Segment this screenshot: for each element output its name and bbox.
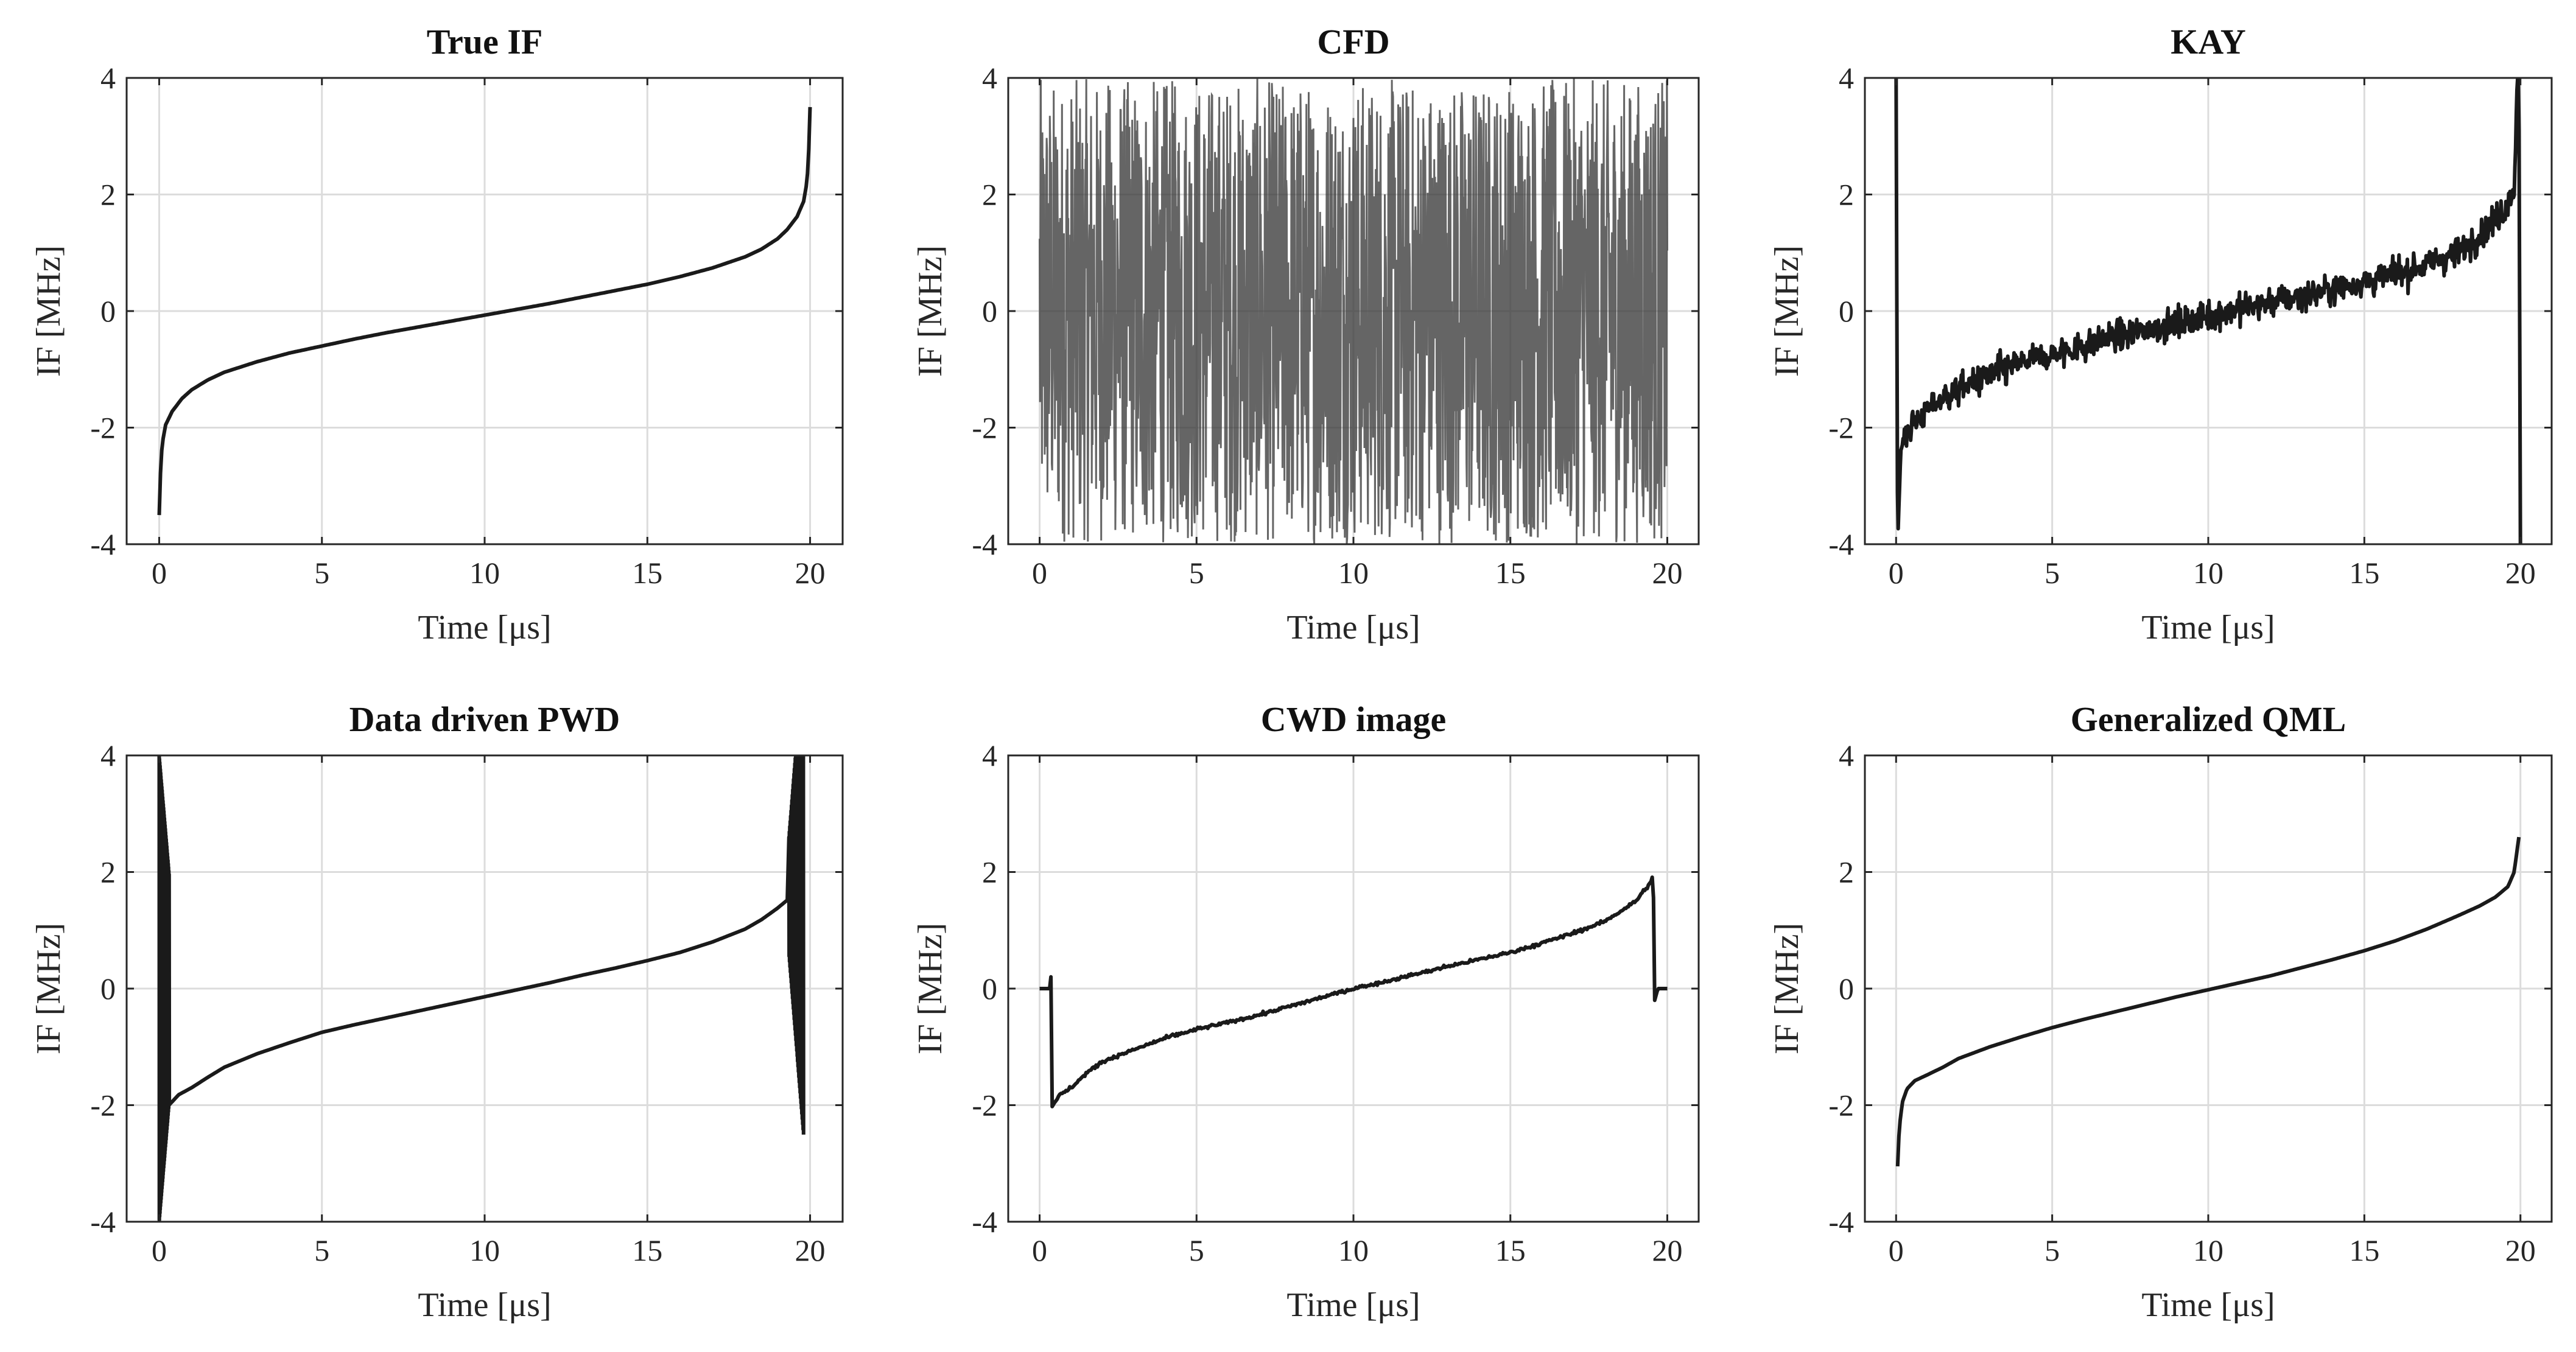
data-driven-pwd-xlabel: Time [μs] <box>418 1286 551 1324</box>
y-tick-label: -2 <box>1828 1088 1854 1123</box>
x-tick-label: 15 <box>2349 1233 2379 1267</box>
data-driven-pwd-series-line <box>157 755 805 1222</box>
cwd-image-xlabel: Time [μs] <box>1286 1286 1420 1324</box>
x-tick-label: 0 <box>1032 556 1047 590</box>
x-tick-label: 5 <box>314 556 329 590</box>
y-tick-label: -2 <box>972 1088 997 1123</box>
x-tick-label: 0 <box>1032 1233 1047 1267</box>
x-tick-label: 15 <box>1495 1233 1526 1267</box>
generalized-qml-title: Generalized QML <box>2071 699 2346 739</box>
true-if-title: True IF <box>427 22 543 61</box>
x-tick-label: 10 <box>469 556 500 590</box>
y-tick-label: 2 <box>100 855 116 889</box>
x-tick-label: 10 <box>1338 1233 1369 1267</box>
generalized-qml-ylabel: IF [MHz] <box>1768 923 1806 1054</box>
cfd-series-line <box>1039 78 1668 544</box>
kay-xlabel: Time [μs] <box>2141 609 2275 646</box>
y-tick-label: 0 <box>100 294 116 328</box>
x-tick-label: 5 <box>2044 556 2060 590</box>
x-tick-label: 5 <box>1189 1233 1204 1267</box>
y-tick-label: 0 <box>982 294 997 328</box>
x-tick-label: 20 <box>2505 556 2536 590</box>
y-tick-label: 4 <box>982 61 997 95</box>
x-tick-label: 10 <box>1338 556 1369 590</box>
cwd-image-title: CWD image <box>1261 699 1446 739</box>
generalized-qml-xlabel: Time [μs] <box>2141 1286 2275 1324</box>
y-tick-label: 4 <box>100 61 116 95</box>
y-tick-label: -2 <box>90 1088 116 1123</box>
y-tick-label: -4 <box>1828 527 1854 561</box>
x-tick-label: 10 <box>2193 1233 2223 1267</box>
true-if-series-line <box>157 107 812 516</box>
x-tick-label: 15 <box>632 556 662 590</box>
cwd-image-series-group <box>1039 875 1668 1109</box>
y-tick-label: 0 <box>1839 972 1854 1006</box>
generalized-qml-series-group <box>1895 836 2521 1167</box>
cwd-image-ylabel: IF [MHz] <box>911 923 949 1054</box>
x-tick-label: 5 <box>1189 556 1204 590</box>
y-tick-label: 2 <box>982 855 997 889</box>
x-tick-label: 15 <box>2349 556 2379 590</box>
generalized-qml-panel: 0 5 10 15 20 -4 -2 0 2 4 Generalized QML Time [μs] I… <box>1768 699 2553 1324</box>
x-tick-label: 20 <box>2505 1233 2536 1267</box>
x-tick-label: 20 <box>1652 1233 1682 1267</box>
x-tick-label: 5 <box>2044 1233 2060 1267</box>
y-tick-label: 2 <box>982 178 997 212</box>
y-tick-label: 4 <box>982 738 997 772</box>
x-tick-label: 20 <box>795 556 826 590</box>
kay-title: KAY <box>2171 22 2246 61</box>
generalized-qml-series-line <box>1895 836 2521 1167</box>
y-tick-label: 0 <box>982 972 997 1006</box>
y-tick-label: 2 <box>1839 855 1854 889</box>
y-tick-label: -4 <box>972 527 997 561</box>
kay-series-group <box>1894 78 2522 544</box>
x-tick-label: 5 <box>314 1233 329 1267</box>
kay-series-line <box>1894 78 2522 544</box>
x-tick-label: 0 <box>152 1233 167 1267</box>
x-tick-label: 20 <box>795 1233 826 1267</box>
y-tick-label: -4 <box>90 1205 116 1239</box>
cwd-image-panel: 0 5 10 15 20 -4 -2 0 2 4 CWD image Time [μs] IF [MHz… <box>911 699 1700 1324</box>
x-tick-label: 15 <box>1495 556 1526 590</box>
data-driven-pwd-panel: 0 5 10 15 20 -4 -2 0 2 4 Data driven PWD Time [μs] I… <box>30 699 844 1324</box>
true-if-xlabel: Time [μs] <box>418 609 551 646</box>
y-tick-label: -4 <box>972 1205 997 1239</box>
y-tick-label: 2 <box>1839 178 1854 212</box>
cfd-ylabel: IF [MHz] <box>911 245 949 377</box>
true-if-panel: 0 5 10 15 20 -4 -2 0 2 4 True IF Time [μs] IF [MHz] <box>30 22 844 646</box>
cfd-panel: 0 5 10 15 20 -4 -2 0 2 4 CFD Time [μs] IF [MHz] <box>911 22 1700 646</box>
cfd-title: CFD <box>1317 22 1389 61</box>
y-tick-label: 0 <box>100 972 116 1006</box>
y-tick-label: 4 <box>1839 61 1854 95</box>
x-tick-label: 0 <box>152 556 167 590</box>
cfd-xlabel: Time [μs] <box>1286 609 1420 646</box>
y-tick-label: -4 <box>1828 1205 1854 1239</box>
y-tick-label: 4 <box>1839 738 1854 772</box>
x-tick-label: 10 <box>469 1233 500 1267</box>
y-tick-label: -4 <box>90 527 116 561</box>
true-if-series-group <box>157 107 812 516</box>
y-tick-label: -2 <box>972 411 997 445</box>
x-tick-label: 0 <box>1889 556 1904 590</box>
kay-panel: 0 5 10 15 20 -4 -2 0 2 4 KAY Time [μs] IF [MHz] <box>1768 22 2553 646</box>
y-tick-label: 4 <box>100 738 116 772</box>
x-tick-label: 15 <box>632 1233 662 1267</box>
true-if-ylabel: IF [MHz] <box>30 245 68 377</box>
x-tick-label: 10 <box>2193 556 2223 590</box>
y-tick-label: 2 <box>100 178 116 212</box>
cfd-series-group <box>1039 78 1668 544</box>
x-tick-label: 20 <box>1652 556 1682 590</box>
y-tick-label: -2 <box>90 411 116 445</box>
data-driven-pwd-title: Data driven PWD <box>349 699 620 739</box>
y-tick-label: 0 <box>1839 294 1854 328</box>
cwd-image-series-line <box>1039 875 1668 1109</box>
x-tick-label: 0 <box>1889 1233 1904 1267</box>
data-driven-pwd-series-group <box>157 755 805 1222</box>
kay-ylabel: IF [MHz] <box>1768 245 1806 377</box>
y-tick-label: -2 <box>1828 411 1854 445</box>
data-driven-pwd-ylabel: IF [MHz] <box>30 923 68 1054</box>
